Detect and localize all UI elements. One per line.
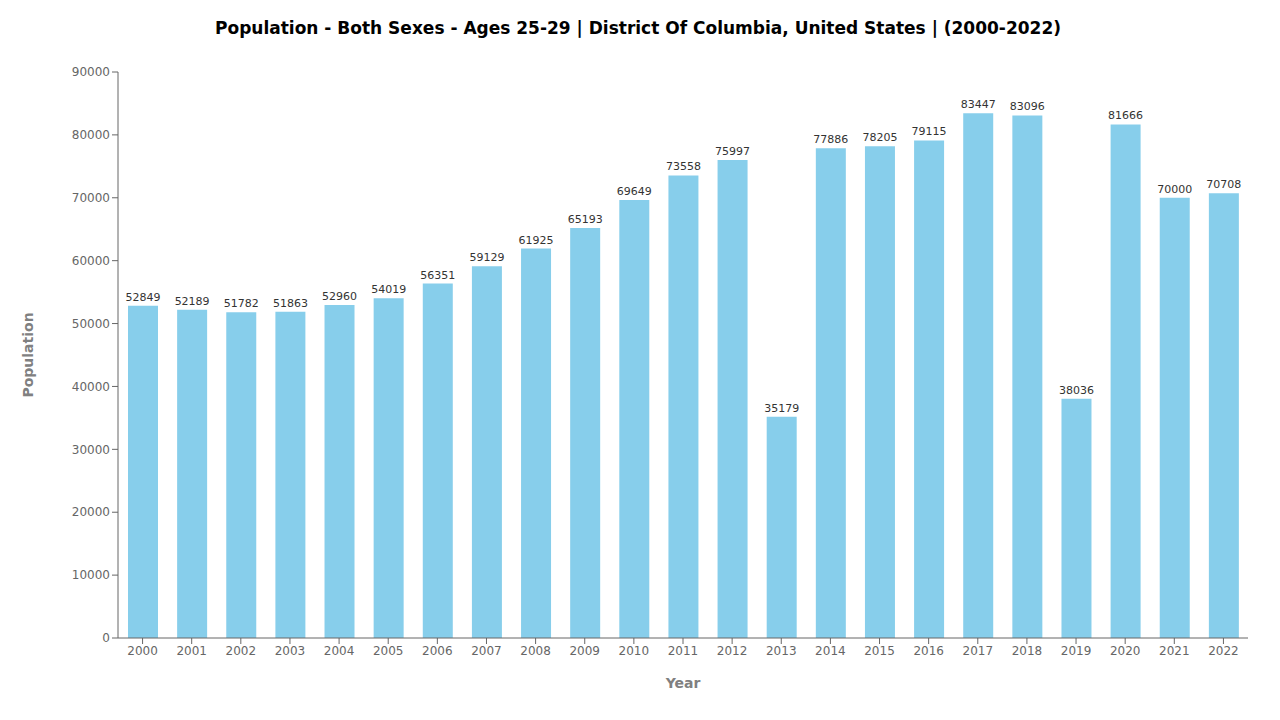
svg-text:81666: 81666 [1108,109,1143,122]
svg-text:2017: 2017 [963,644,994,658]
svg-text:30000: 30000 [72,443,110,457]
svg-text:2012: 2012 [717,644,748,658]
svg-text:61925: 61925 [519,234,554,247]
svg-text:51782: 51782 [224,297,259,310]
svg-text:2011: 2011 [668,644,699,658]
svg-text:83447: 83447 [961,98,996,111]
svg-text:2000: 2000 [127,644,158,658]
svg-text:40000: 40000 [72,380,110,394]
svg-text:2001: 2001 [176,644,207,658]
svg-text:77886: 77886 [813,133,848,146]
svg-text:2013: 2013 [766,644,797,658]
svg-text:52189: 52189 [175,295,210,308]
svg-text:0: 0 [102,631,110,645]
svg-text:54019: 54019 [371,283,406,296]
svg-text:70708: 70708 [1206,178,1241,191]
svg-text:83096: 83096 [1010,100,1045,113]
svg-text:2020: 2020 [1110,644,1141,658]
svg-text:2010: 2010 [619,644,650,658]
svg-text:69649: 69649 [617,185,652,198]
svg-text:2016: 2016 [913,644,944,658]
svg-text:2005: 2005 [373,644,404,658]
svg-text:2022: 2022 [1208,644,1239,658]
svg-text:2006: 2006 [422,644,453,658]
svg-text:73558: 73558 [666,160,701,173]
svg-text:90000: 90000 [72,65,110,79]
svg-text:2007: 2007 [471,644,502,658]
svg-text:52849: 52849 [126,291,161,304]
svg-text:75997: 75997 [715,145,750,158]
svg-text:2008: 2008 [520,644,551,658]
svg-text:60000: 60000 [72,254,110,268]
svg-text:Population: Population [20,312,36,397]
svg-text:50000: 50000 [72,317,110,331]
svg-text:51863: 51863 [273,297,308,310]
svg-text:70000: 70000 [72,191,110,205]
svg-text:38036: 38036 [1059,384,1094,397]
svg-text:2014: 2014 [815,644,846,658]
svg-text:59129: 59129 [469,251,504,264]
svg-text:65193: 65193 [568,213,603,226]
svg-text:79115: 79115 [912,125,947,138]
svg-text:2019: 2019 [1061,644,1092,658]
svg-text:56351: 56351 [420,269,455,282]
svg-text:78205: 78205 [862,131,897,144]
svg-text:2004: 2004 [324,644,355,658]
svg-text:35179: 35179 [764,402,799,415]
svg-text:Year: Year [665,675,701,691]
svg-text:2015: 2015 [864,644,895,658]
svg-text:70000: 70000 [1157,183,1192,196]
svg-text:2021: 2021 [1159,644,1190,658]
svg-text:2003: 2003 [275,644,306,658]
svg-text:52960: 52960 [322,290,357,303]
svg-text:2002: 2002 [226,644,257,658]
svg-text:20000: 20000 [72,505,110,519]
svg-text:80000: 80000 [72,128,110,142]
svg-text:10000: 10000 [72,568,110,582]
svg-text:2009: 2009 [569,644,600,658]
svg-text:2018: 2018 [1012,644,1043,658]
html-text:Population - Both Sexes - Ages: Population - Both Sexes - Ages 25-29 | D… [215,18,1061,38]
